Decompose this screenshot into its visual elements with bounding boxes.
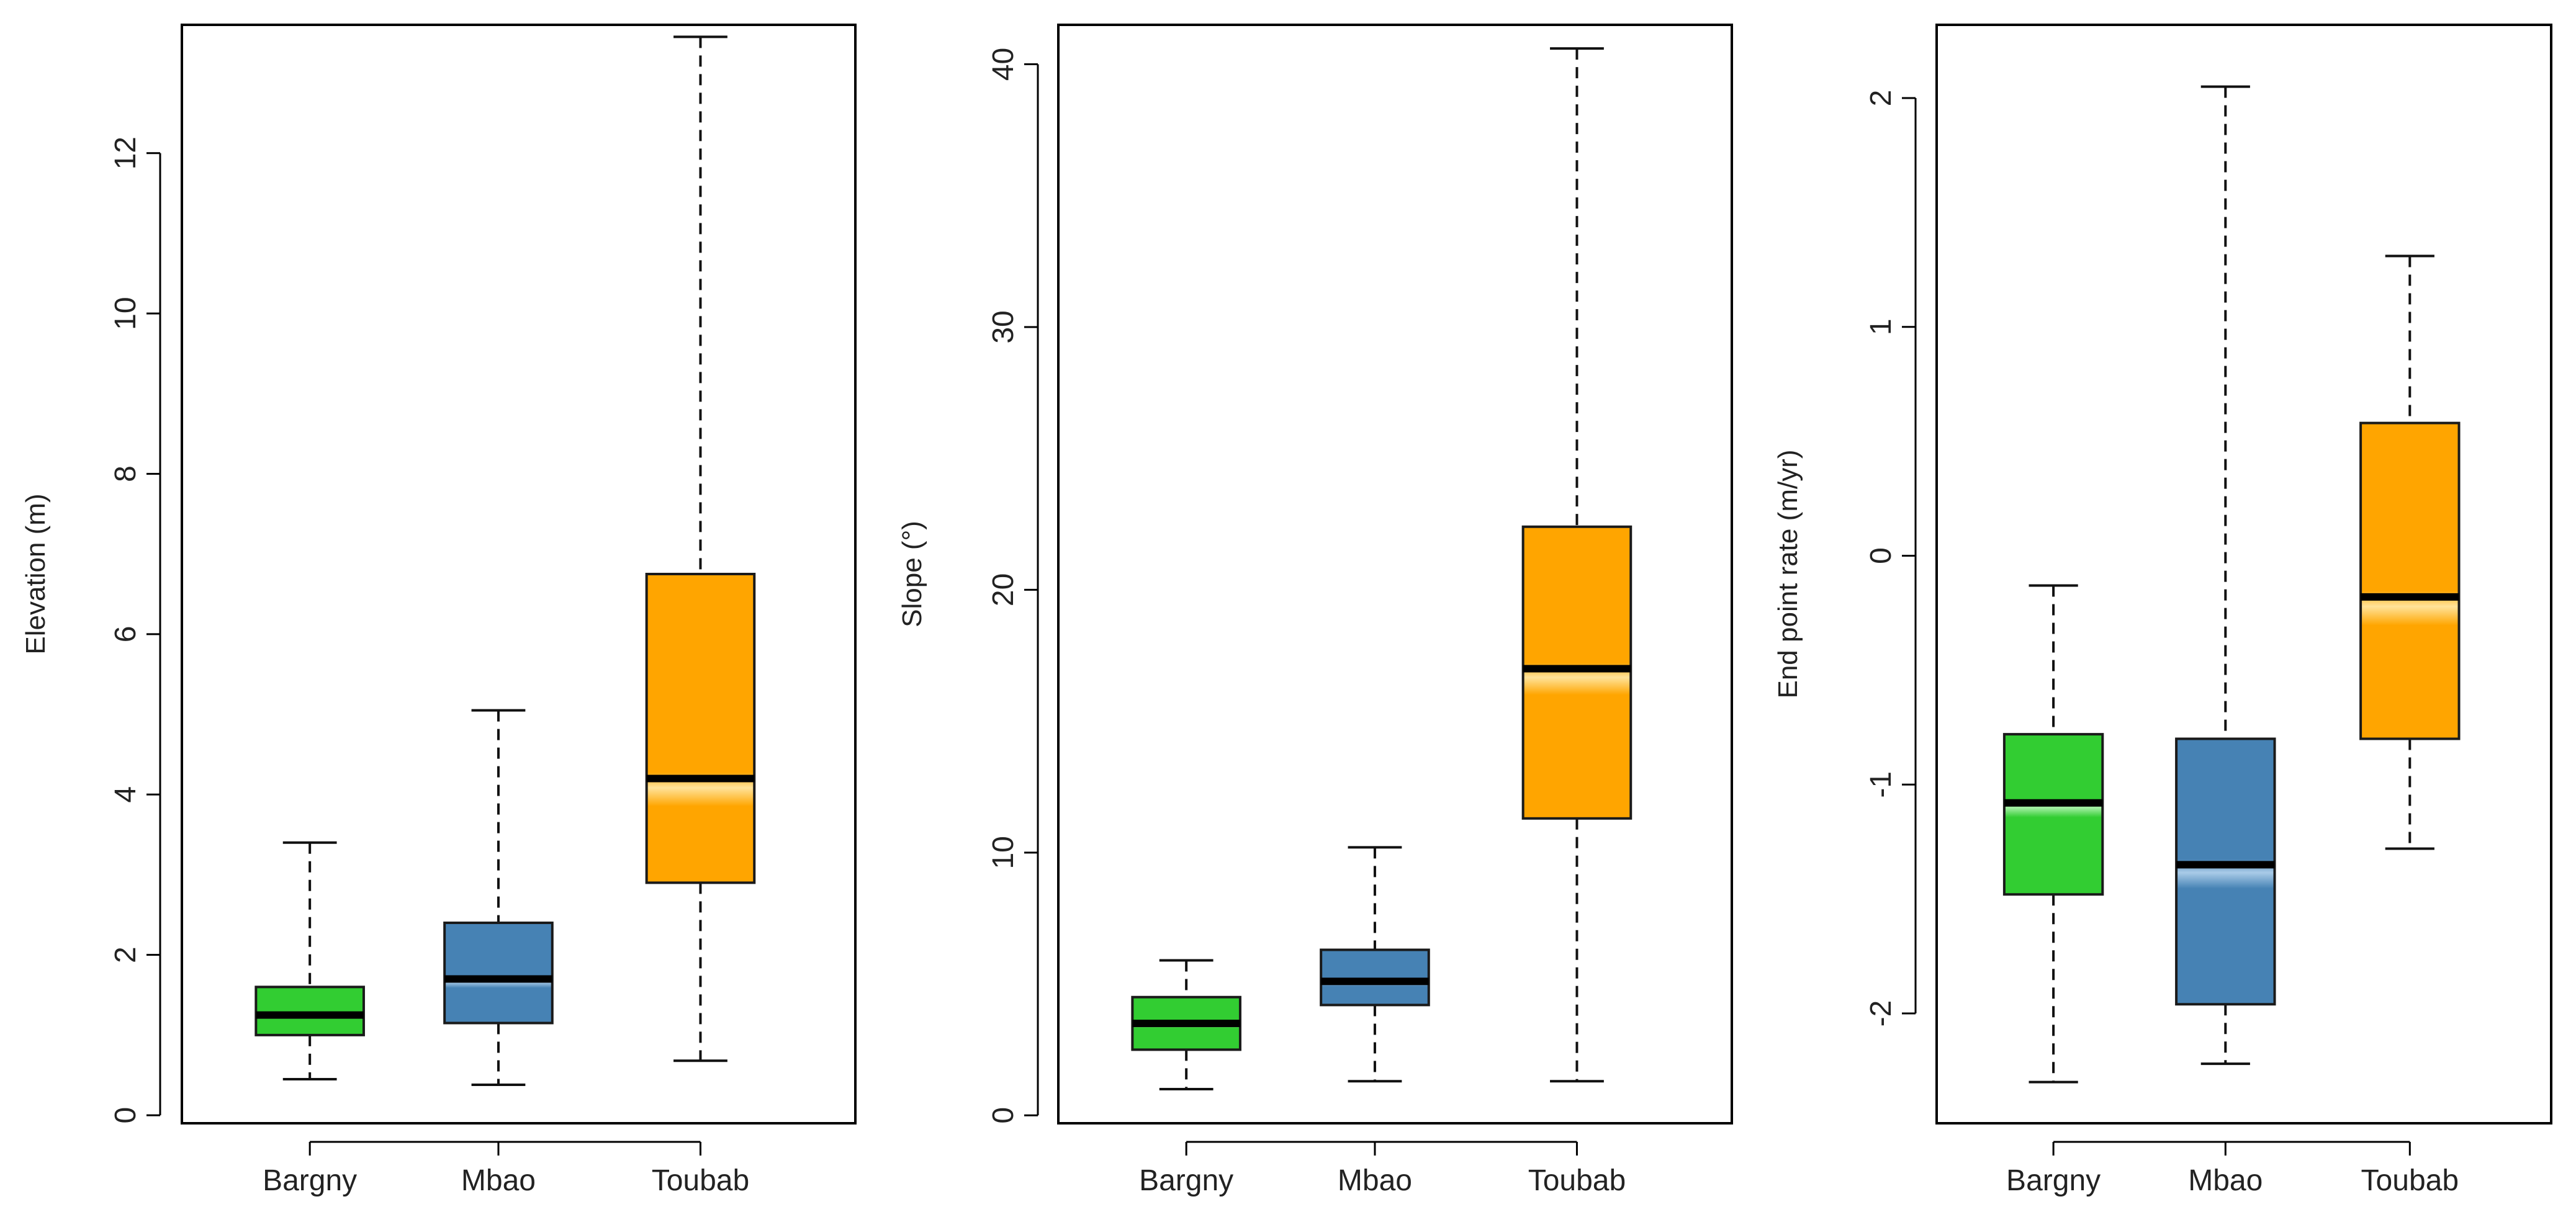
y-tick-label: 10 (987, 836, 1020, 869)
box-bargny (254, 985, 365, 1036)
x-category-label: Bargny (263, 1164, 357, 1197)
chart-panel-elevation: 0 2 4 6 8 10 12 Elevation (m) Bargny Mbao Toubab (20, 24, 857, 1197)
y-tick-label: 30 (987, 310, 1020, 343)
x-category-label: Toubab (2361, 1164, 2459, 1197)
x-category-label: Bargny (2006, 1164, 2101, 1197)
y-tick-label: -2 (1865, 1000, 1898, 1027)
plot-frame (181, 24, 857, 1125)
y-tick-label: 40 (987, 48, 1020, 81)
plot-frame (1935, 24, 2552, 1125)
y-tick-label: 1 (1865, 318, 1898, 335)
y-tick-label: 8 (109, 465, 142, 482)
y-tick-label: 0 (109, 1107, 142, 1124)
x-category-label: Bargny (1139, 1164, 1233, 1197)
y-tick-label: 20 (987, 573, 1020, 606)
y-tick-label: -1 (1865, 771, 1898, 798)
box-toubab (2359, 421, 2461, 740)
y-tick-label: 12 (109, 137, 142, 169)
box-toubab (645, 573, 756, 884)
y-axis-title: Slope (°) (897, 521, 927, 627)
box-mbao (443, 922, 554, 1025)
plot-frame (1057, 24, 1733, 1125)
x-category-label: Toubab (652, 1164, 749, 1197)
y-tick-label: 2 (109, 946, 142, 963)
box-bargny (2002, 733, 2104, 896)
y-tick-label: 6 (109, 626, 142, 643)
y-axis-title: Elevation (m) (20, 493, 51, 654)
box-mbao (1320, 948, 1430, 1007)
x-category-label: Mbao (461, 1164, 536, 1197)
y-tick-label: 10 (109, 297, 142, 330)
x-category-label: Mbao (2188, 1164, 2263, 1197)
chart-panel-slope: 0 10 20 30 40 Slope (°) Bargny Mbao Toubab (897, 24, 1733, 1197)
box-mbao (2175, 737, 2276, 1006)
x-category-label: Toubab (1528, 1164, 1626, 1197)
x-category-label: Mbao (1338, 1164, 1412, 1197)
y-tick-label: 2 (1865, 90, 1898, 107)
box-toubab (1521, 525, 1633, 820)
y-tick-label: 4 (109, 786, 142, 803)
y-axis-title: End point rate (m/yr) (1773, 449, 1803, 698)
y-tick-label: 0 (1865, 547, 1898, 564)
chart-panel-epr: -2 -1 0 1 2 End point rate (m/yr) Bargny Mbao To… (1773, 24, 2552, 1197)
y-tick-label: 0 (987, 1107, 1020, 1124)
